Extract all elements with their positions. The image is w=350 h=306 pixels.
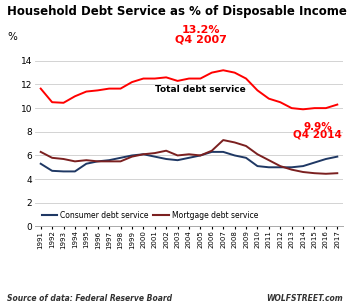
Text: 13.2%: 13.2%: [182, 25, 220, 35]
Text: Q4 2014: Q4 2014: [293, 129, 342, 140]
Text: Household Debt Service as % of Disposable Income: Household Debt Service as % of Disposabl…: [7, 5, 347, 17]
Text: 9.9%: 9.9%: [303, 122, 332, 132]
Text: WOLFSTREET.com: WOLFSTREET.com: [266, 294, 343, 303]
Text: Q4 2007: Q4 2007: [175, 34, 227, 44]
Text: Source of data: Federal Reserve Board: Source of data: Federal Reserve Board: [7, 294, 172, 303]
Legend: Consumer debt service, Mortgage debt service: Consumer debt service, Mortgage debt ser…: [39, 207, 261, 223]
Text: Total debt service: Total debt service: [155, 85, 246, 94]
Text: %: %: [7, 32, 17, 42]
